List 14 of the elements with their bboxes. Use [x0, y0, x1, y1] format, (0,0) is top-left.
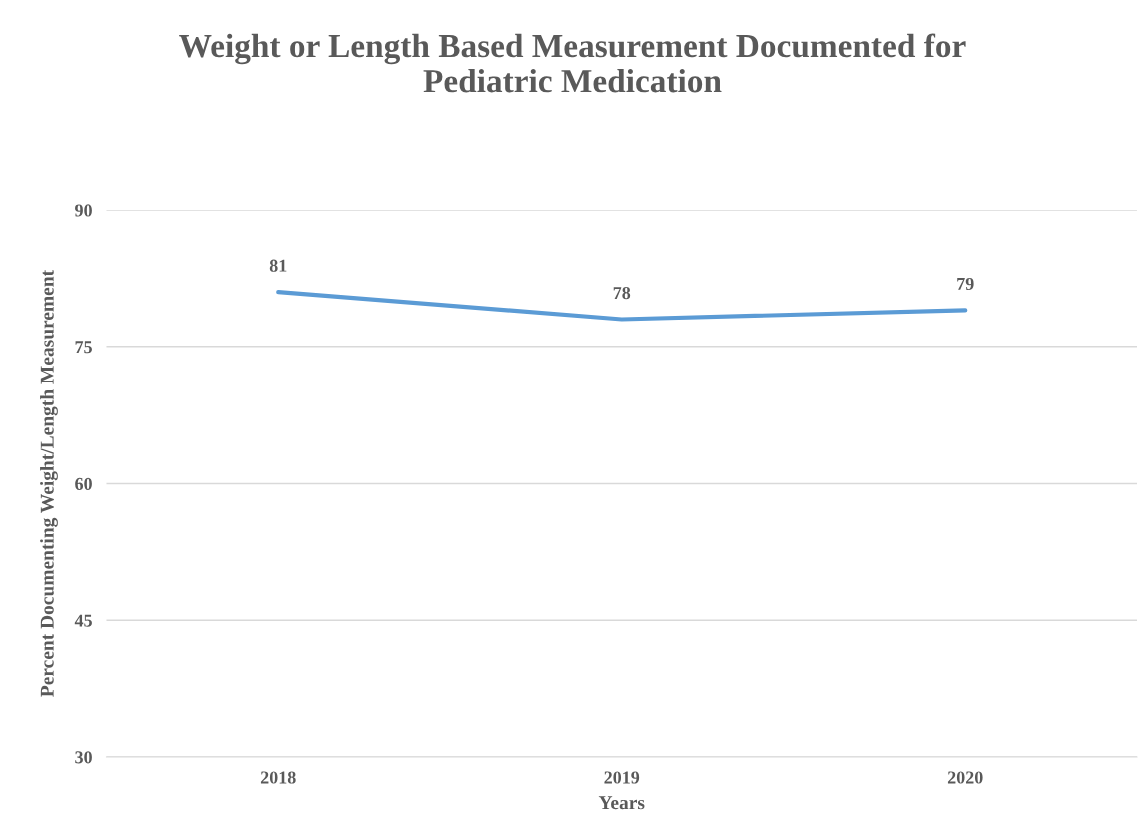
y-axis-title: Percent Documenting Weight/Length Measurement	[40, 270, 58, 697]
x-tick-label: 2019	[604, 771, 640, 784]
chart-title: Weight or Length Based Measurement Documented for Pediatric Medication	[179, 33, 966, 93]
data-label: 79	[957, 277, 974, 291]
y-tick-label: 75	[75, 341, 92, 354]
y-tick-label: 30	[75, 751, 92, 764]
x-tick-label: 2020	[947, 771, 983, 784]
data-label: 78	[613, 286, 631, 300]
y-tick-label: 45	[74, 614, 92, 627]
x-tick-label: 2018	[260, 771, 296, 784]
x-axis-title: Years	[598, 796, 645, 810]
data-label: 81	[269, 259, 287, 272]
y-tick-label: 90	[75, 204, 92, 217]
y-tick-label: 60	[75, 477, 92, 490]
